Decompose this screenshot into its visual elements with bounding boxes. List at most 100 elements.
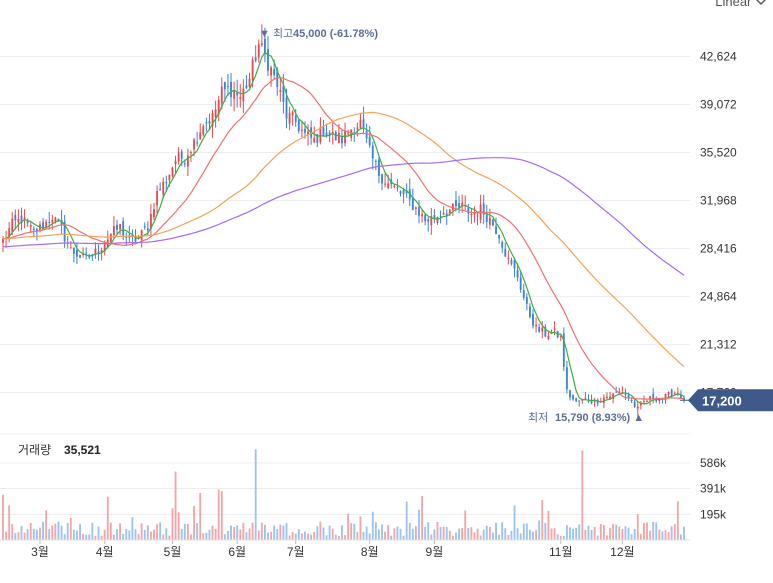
volume-bar <box>501 522 504 540</box>
candle-body <box>328 132 331 136</box>
candle-body <box>652 393 655 400</box>
volume-bar <box>390 535 393 540</box>
volume-bar <box>39 527 41 540</box>
volume-bar <box>310 534 313 540</box>
candle-body <box>285 97 288 119</box>
volume-bar <box>602 524 605 540</box>
candle-body <box>242 88 245 102</box>
volume-bar <box>362 531 365 540</box>
volume-bar <box>159 522 162 540</box>
candle-body <box>270 67 273 76</box>
volume-bar <box>353 523 356 540</box>
volume-bar <box>23 532 26 540</box>
candles <box>2 24 685 420</box>
volume-bar <box>436 521 439 540</box>
volume-bar <box>476 528 479 540</box>
volume-bar <box>556 534 559 540</box>
volume-bar <box>325 535 328 540</box>
candle-body <box>461 202 464 207</box>
price-tick-label: 42,624 <box>700 49 737 63</box>
volume-bar <box>461 528 464 540</box>
candle-body <box>183 163 186 165</box>
candle-body <box>405 190 408 194</box>
volume-bar <box>168 535 171 540</box>
candle-body <box>529 306 531 317</box>
candle-body <box>57 218 60 221</box>
candle-body <box>14 214 17 221</box>
candle-body <box>624 394 627 396</box>
volume-bar <box>371 511 374 540</box>
volume-bar <box>470 527 473 540</box>
volume-bars <box>2 449 685 540</box>
volume-bar <box>341 525 343 540</box>
volume-legend: 거래량 35,521 <box>18 443 101 457</box>
candle-body <box>492 219 494 226</box>
candle-body <box>673 393 676 395</box>
price-tick-label: 28,416 <box>700 242 737 256</box>
candle-body <box>516 270 519 278</box>
candle-body <box>615 391 618 393</box>
volume-bar <box>418 509 420 540</box>
volume-bar <box>257 530 260 540</box>
volume-bar <box>384 531 387 540</box>
candle-body <box>223 81 226 90</box>
candle-body <box>464 205 467 207</box>
volume-bar <box>63 534 66 540</box>
candle-body <box>69 247 72 249</box>
candle-body <box>593 399 596 403</box>
volume-bar <box>658 529 661 540</box>
candle-body <box>507 257 510 259</box>
candle-body <box>427 218 430 222</box>
ma5-line <box>2 51 685 405</box>
candle-body <box>421 214 423 217</box>
candle-body <box>51 219 54 223</box>
candle-body <box>103 244 106 252</box>
ma120-line <box>2 157 685 276</box>
volume-bar <box>316 526 319 540</box>
candle-body <box>633 401 636 407</box>
volume-tick-label: 195k <box>700 507 727 521</box>
volume-bar <box>424 526 427 540</box>
current-price-badge-shape <box>688 389 773 412</box>
candle-body <box>609 396 611 400</box>
volume-bar <box>562 535 565 540</box>
volume-bar <box>578 524 581 540</box>
volume-grid <box>0 462 690 515</box>
candle-body <box>180 151 183 159</box>
volume-bar <box>652 521 655 540</box>
candle-body <box>630 400 633 402</box>
volume-bar <box>498 534 501 540</box>
candle-body <box>399 191 402 194</box>
candle-body <box>319 127 322 143</box>
candle-body <box>291 111 294 116</box>
candle-body <box>371 145 374 159</box>
volume-bar <box>396 526 399 540</box>
scale-toggle-button[interactable]: Linear <box>715 0 767 9</box>
price-axis: 42,624 39,072 35,520 31,968 28,416 24,864 21,3… <box>700 49 737 399</box>
volume-bar <box>649 530 652 540</box>
candle-body <box>532 313 534 326</box>
volume-bar <box>60 525 63 540</box>
candle-body <box>294 115 297 122</box>
candle-body <box>94 248 97 255</box>
volume-bar <box>91 522 94 540</box>
volume-bar <box>344 535 346 540</box>
volume-bar <box>227 530 229 540</box>
volume-bar <box>538 520 541 540</box>
month-tick-label: 9월 <box>426 545 444 559</box>
volume-bar <box>405 501 408 540</box>
volume-bar <box>146 525 149 540</box>
volume-bar <box>559 535 562 540</box>
month-axis: 3월 4월 5월 6월 7월 8월 9월 11월 12월 <box>0 539 690 559</box>
candle-body <box>116 224 118 230</box>
volume-bar <box>279 524 282 540</box>
volume-bar <box>137 533 140 540</box>
volume-bar <box>359 516 362 540</box>
candle-body <box>368 136 371 146</box>
candle-body <box>433 215 436 220</box>
candle-body <box>402 190 405 195</box>
candle-body <box>76 250 78 257</box>
volume-bar <box>288 535 291 540</box>
month-tick-label: 7월 <box>287 545 305 559</box>
candle-body <box>488 217 491 225</box>
